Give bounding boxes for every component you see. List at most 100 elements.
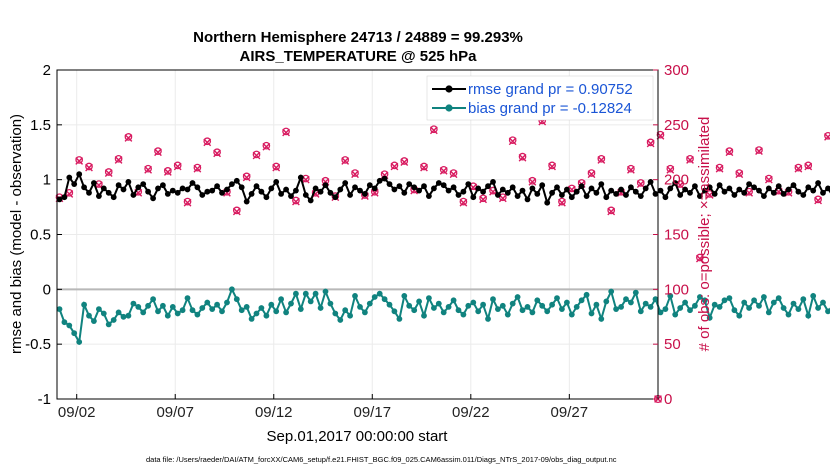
- bias-point: [317, 305, 324, 311]
- bias-point: [238, 307, 245, 314]
- rmse-point: [514, 193, 521, 200]
- rmse-point: [396, 183, 403, 190]
- y-axis-label: rmse and bias (model - observation): [8, 114, 25, 354]
- data-file-footer: data file: /Users/raeder/DAI/ATM_forcXX/…: [146, 455, 617, 464]
- obs-assimilated-point: [429, 126, 438, 135]
- rmse-point: [578, 183, 585, 190]
- bias-point: [716, 304, 723, 310]
- bias-point: [278, 296, 284, 303]
- obs-assimilated-point: [764, 175, 773, 184]
- obs-assimilated-point: [203, 138, 212, 147]
- bias-point: [337, 317, 344, 323]
- rmse-point: [440, 182, 447, 189]
- rmse-point: [701, 187, 708, 194]
- obs-possible-point: [183, 197, 192, 206]
- obs-assimilated-point: [686, 156, 694, 164]
- obs-assimilated-point: [292, 197, 300, 206]
- obs-possible-point: [686, 154, 694, 163]
- bias-point: [573, 304, 580, 310]
- axis-ticks: -1 -0.5 0 0.5 1 1.5 2 0 50 100 150 200 250 300 09/02 09…: [25, 62, 689, 421]
- y2-axis-label: # of obs: o=possible; ×=assimilated: [696, 117, 713, 352]
- obs-possible-point: [449, 169, 458, 177]
- bias-point: [105, 321, 112, 328]
- rmse-point: [125, 179, 132, 185]
- obs-possible-point: [351, 169, 359, 177]
- bias-point: [731, 307, 738, 314]
- bias-point: [248, 316, 255, 322]
- rmse-point: [495, 192, 501, 198]
- obs-possible-point: [85, 162, 93, 171]
- legend-rmse-marker: [445, 85, 453, 93]
- obs-assimilated-point: [735, 170, 744, 179]
- bias-point: [529, 309, 536, 316]
- obs-assimilated-point: [173, 162, 182, 171]
- bias-point: [667, 293, 674, 299]
- rmse-point: [115, 182, 122, 189]
- obs-possible-point: [627, 164, 635, 173]
- x-axis-label: Sep.01,2017 00:00:00 start: [267, 428, 449, 445]
- obs-assimilated-point: [449, 170, 458, 179]
- obs-possible-point: [232, 206, 241, 215]
- rmse-point: [243, 198, 250, 205]
- obs-assimilated-point: [528, 177, 537, 186]
- rmse-point: [583, 193, 590, 200]
- bias-point: [544, 308, 551, 315]
- x-tick-label: 09/12: [255, 404, 293, 421]
- bias-point: [426, 295, 432, 301]
- rmse-point: [534, 191, 541, 197]
- obs-assimilated-point: [351, 170, 359, 179]
- obs-possible-point: [292, 196, 300, 205]
- obs-possible-point: [646, 138, 655, 147]
- bias-point: [273, 308, 280, 315]
- bias-point: [100, 310, 107, 317]
- obs-possible-point: [420, 162, 428, 171]
- bias-point: [657, 309, 664, 316]
- bias-point: [56, 306, 63, 312]
- rmse-point: [519, 187, 526, 194]
- rmse-point: [140, 181, 147, 188]
- bias-point: [125, 312, 132, 319]
- bias-point: [411, 307, 418, 314]
- rmse-point: [637, 193, 644, 200]
- obs-possible-point: [518, 152, 527, 161]
- rmse-point: [697, 193, 703, 200]
- obs-possible-point: [558, 197, 566, 206]
- bias-point: [628, 299, 634, 306]
- bias-point: [140, 309, 147, 316]
- rmse-point: [86, 189, 92, 196]
- bias-point: [524, 304, 531, 310]
- y-tick-label: 0.5: [30, 227, 51, 244]
- rmse-point: [145, 188, 152, 195]
- bias-point: [593, 301, 600, 308]
- bias-point: [775, 295, 782, 301]
- rmse-point: [386, 181, 393, 188]
- bias-point: [204, 299, 211, 306]
- obs-assimilated-point: [163, 168, 172, 176]
- rmse-point: [780, 191, 787, 197]
- bias-point: [598, 316, 605, 322]
- rmse-point: [470, 194, 477, 201]
- bias-point: [677, 305, 684, 311]
- bias-point: [504, 311, 511, 318]
- obs-possible-point: [696, 253, 704, 262]
- obs-assimilated-point: [695, 254, 704, 263]
- bias-point: [347, 312, 353, 319]
- rmse-point: [652, 191, 659, 197]
- bias-point: [199, 305, 206, 311]
- y2-tick-label: 100: [664, 281, 689, 298]
- obs-assimilated-point: [213, 149, 221, 158]
- bias-point: [332, 310, 339, 317]
- rmse-point: [751, 184, 757, 191]
- rmse-point: [155, 185, 161, 192]
- y-tick-label: 0: [43, 281, 51, 298]
- bias-point: [61, 319, 68, 326]
- rmse-point: [642, 185, 649, 192]
- rmse-point: [445, 187, 452, 194]
- obs-possible-point: [725, 147, 734, 156]
- bias-point: [613, 306, 619, 312]
- bias-point: [253, 310, 260, 317]
- obs-assimilated-point: [85, 163, 93, 172]
- rmse-point: [736, 186, 743, 193]
- bias-point: [243, 304, 250, 310]
- bias-point: [632, 289, 639, 296]
